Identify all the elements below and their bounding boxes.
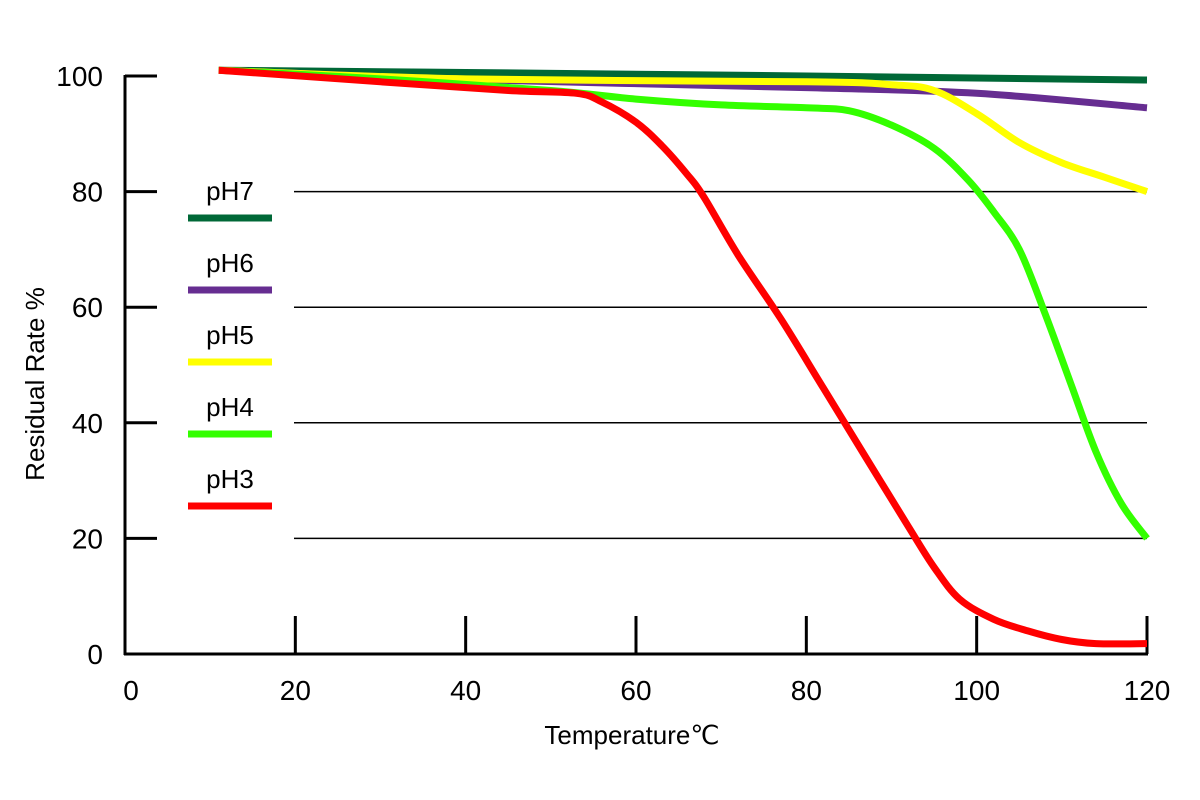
x-tick-label-60: 60 xyxy=(620,675,651,706)
y-tick-label-80: 80 xyxy=(72,177,103,208)
legend-label-ph5: pH5 xyxy=(206,320,254,350)
legend-label-ph6: pH6 xyxy=(206,248,254,278)
y-tick-label-100: 100 xyxy=(56,61,103,92)
grid-lines xyxy=(294,190,1147,540)
y-tick-label-20: 20 xyxy=(72,523,103,554)
legend-label-ph3: pH3 xyxy=(206,464,254,494)
axes xyxy=(123,74,1149,656)
y-tick-label-0: 0 xyxy=(87,639,103,670)
x-tick-label-40: 40 xyxy=(450,675,481,706)
x-tick-label-120: 120 xyxy=(1124,675,1171,706)
legend-label-ph7: pH7 xyxy=(206,176,254,206)
y-tick-label-40: 40 xyxy=(72,408,103,439)
x-tick-label-100: 100 xyxy=(953,675,1000,706)
x-axis-title: Temperature℃ xyxy=(544,720,719,750)
tick-labels: 0 20 40 60 80 100 0 20 40 60 80 100 120 xyxy=(56,61,1170,706)
series-lines xyxy=(218,66,1150,648)
x-tick-label-20: 20 xyxy=(280,675,311,706)
y-tick-label-60: 60 xyxy=(72,292,103,323)
series-line-ph4 xyxy=(218,66,1150,541)
y-axis-title: Residual Rate % xyxy=(20,287,50,481)
legend: pH7 pH6 pH5 pH4 pH3 xyxy=(188,176,272,510)
series-line-ph3 xyxy=(218,66,1148,648)
series-line-ph5 xyxy=(218,66,1149,195)
legend-label-ph4: pH4 xyxy=(206,392,254,422)
x-tick-label-80: 80 xyxy=(791,675,822,706)
x-tick-label-0: 0 xyxy=(123,675,139,706)
series-line-ph7 xyxy=(218,66,1148,84)
